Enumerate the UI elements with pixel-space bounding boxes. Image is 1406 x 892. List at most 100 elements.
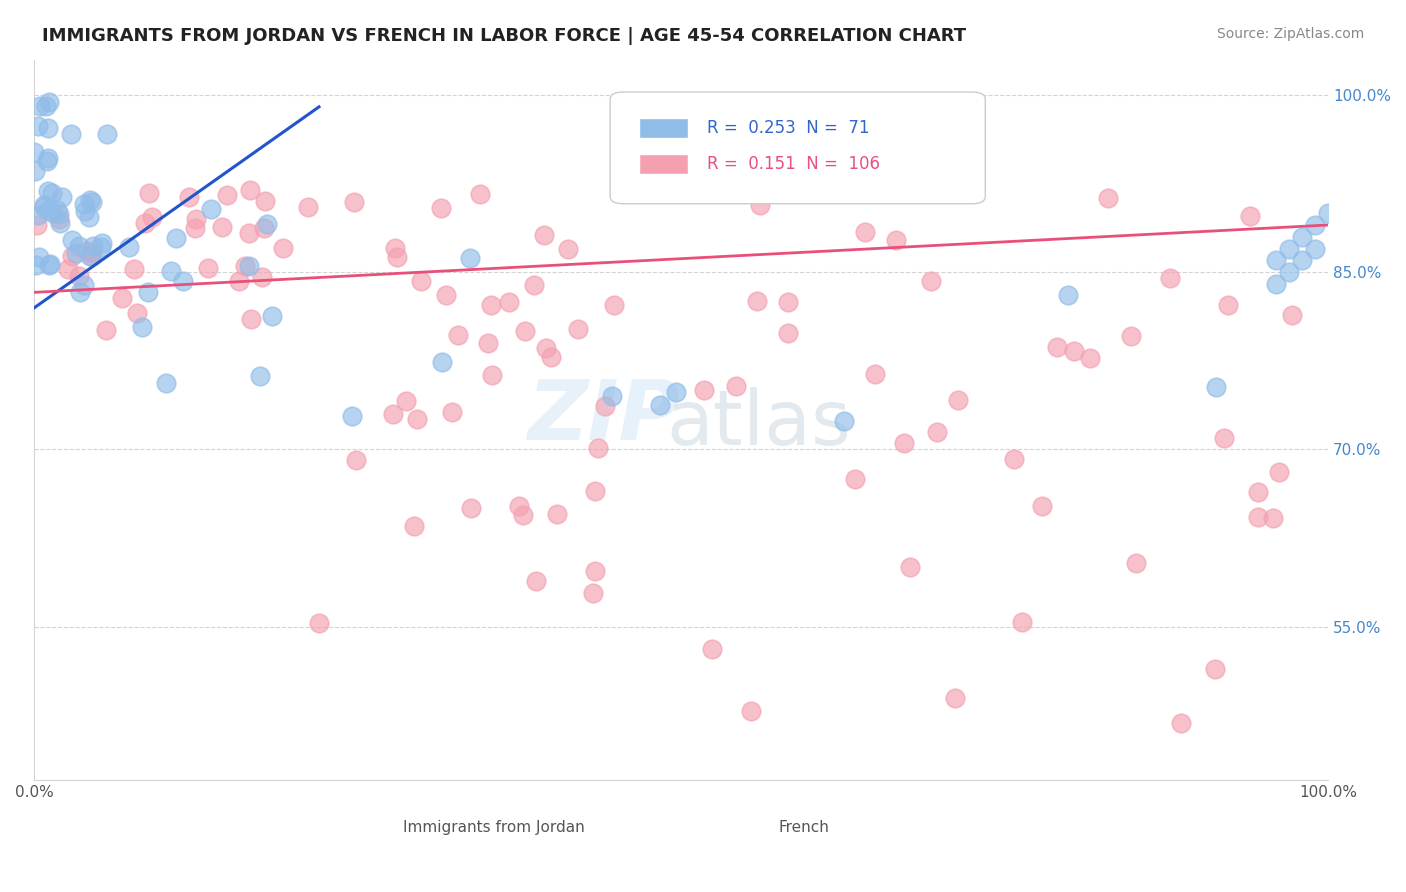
Text: Immigrants from Jordan: Immigrants from Jordan xyxy=(402,820,585,835)
Point xyxy=(80,195,103,210)
Point xyxy=(593,400,616,414)
Point xyxy=(863,367,886,381)
Point xyxy=(297,200,319,214)
Point xyxy=(141,210,163,224)
Point xyxy=(118,240,141,254)
Circle shape xyxy=(337,819,366,835)
Point xyxy=(343,195,366,210)
Point xyxy=(249,368,271,383)
Point xyxy=(262,309,284,323)
Point xyxy=(238,259,260,273)
Point xyxy=(250,269,273,284)
Point xyxy=(498,294,520,309)
Point xyxy=(440,405,463,419)
Point xyxy=(1268,465,1291,479)
Point xyxy=(402,518,425,533)
Point xyxy=(925,425,948,440)
Point xyxy=(67,268,90,283)
Point xyxy=(75,203,97,218)
Point xyxy=(80,244,103,259)
Point xyxy=(48,212,70,227)
Point xyxy=(540,350,562,364)
Point xyxy=(37,151,59,165)
Point xyxy=(429,201,451,215)
Point xyxy=(76,244,98,258)
Point xyxy=(724,379,747,393)
Point xyxy=(1204,662,1226,676)
Point xyxy=(308,616,330,631)
Point xyxy=(693,384,716,398)
Point xyxy=(73,278,96,293)
Point xyxy=(557,242,579,256)
Point xyxy=(228,274,250,288)
Point xyxy=(160,263,183,277)
Point xyxy=(648,398,671,412)
Point xyxy=(24,145,46,159)
Point xyxy=(65,245,87,260)
Point xyxy=(1046,340,1069,354)
Text: IMMIGRANTS FROM JORDAN VS FRENCH IN LABOR FORCE | AGE 45-54 CORRELATION CHART: IMMIGRANTS FROM JORDAN VS FRENCH IN LABO… xyxy=(42,27,966,45)
Point xyxy=(96,127,118,141)
Point xyxy=(45,202,67,217)
Point xyxy=(184,211,207,226)
Point xyxy=(1063,343,1085,358)
Point xyxy=(24,164,46,178)
Point xyxy=(200,202,222,216)
Point xyxy=(25,258,48,272)
Point xyxy=(67,239,90,253)
Point xyxy=(832,414,855,428)
Point xyxy=(1212,432,1234,446)
Point xyxy=(69,285,91,299)
Point xyxy=(740,704,762,718)
Point xyxy=(27,207,49,221)
Point xyxy=(79,194,101,208)
Text: Source: ZipAtlas.com: Source: ZipAtlas.com xyxy=(1216,27,1364,41)
Point xyxy=(111,291,134,305)
Point xyxy=(778,326,800,340)
Point xyxy=(211,220,233,235)
Point xyxy=(38,258,60,272)
FancyBboxPatch shape xyxy=(610,92,986,203)
Point xyxy=(583,483,606,498)
Text: ZIP: ZIP xyxy=(527,376,681,457)
Point xyxy=(1261,511,1284,525)
Point xyxy=(533,228,555,243)
Point xyxy=(1011,615,1033,630)
Point xyxy=(340,409,363,424)
Point xyxy=(665,384,688,399)
Bar xyxy=(638,118,688,138)
Point xyxy=(844,472,866,486)
Point xyxy=(946,392,969,407)
Point xyxy=(508,499,530,513)
Point xyxy=(136,285,159,299)
Point xyxy=(38,202,60,217)
Point xyxy=(254,194,277,209)
Point xyxy=(1278,242,1301,256)
Point xyxy=(432,355,454,369)
Point xyxy=(165,230,187,244)
Point xyxy=(32,198,55,212)
Point xyxy=(256,217,278,231)
Point xyxy=(39,257,62,271)
Point xyxy=(1078,351,1101,366)
Point xyxy=(581,586,603,600)
Point xyxy=(56,261,79,276)
Point xyxy=(28,250,51,264)
Point xyxy=(1303,218,1326,232)
Point xyxy=(60,128,83,142)
Point xyxy=(900,559,922,574)
Point xyxy=(82,239,104,253)
Point xyxy=(481,368,503,382)
Point xyxy=(458,252,481,266)
Point xyxy=(512,508,534,522)
Point xyxy=(1247,485,1270,500)
Point xyxy=(238,226,260,240)
Point xyxy=(943,691,966,706)
Point xyxy=(1170,716,1192,731)
Point xyxy=(1278,265,1301,279)
Point xyxy=(125,305,148,319)
Point xyxy=(60,233,83,247)
Point xyxy=(409,274,432,288)
Point xyxy=(138,186,160,201)
Point xyxy=(215,187,238,202)
